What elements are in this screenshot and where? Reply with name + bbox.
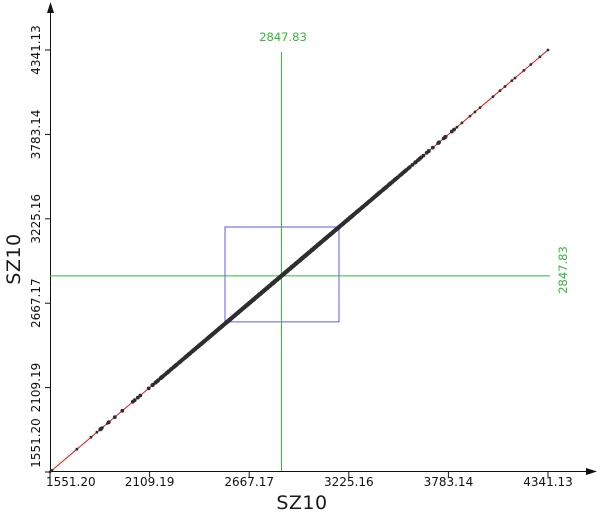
- y-tick-label: 3225.16: [29, 194, 43, 244]
- y-tick-label: 1551.20: [29, 418, 43, 468]
- y-tick-label: 3783.14: [29, 110, 43, 160]
- zoom-selection-box[interactable]: [224, 226, 340, 323]
- x-tick-label: 2667.17: [224, 475, 274, 489]
- axes-layer: [47, 2, 597, 475]
- y-tick-label: 2667.17: [29, 278, 43, 328]
- crosshair-layer: [50, 52, 550, 471]
- x-tick-label: 3783.14: [424, 475, 474, 489]
- y-tick-label: 4341.13: [29, 25, 43, 75]
- data-points-layer: [48, 48, 550, 474]
- y-axis-arrow-icon: [47, 2, 54, 13]
- x-tick-label: 3225.16: [324, 475, 374, 489]
- x-axis-arrow-icon: [586, 468, 597, 475]
- x-tick-label: 1551.20: [46, 475, 96, 489]
- x-tick-label: 2109.19: [125, 475, 175, 489]
- x-tick-label: 4341.13: [523, 475, 573, 489]
- y-tick-label: 2109.19: [29, 363, 43, 413]
